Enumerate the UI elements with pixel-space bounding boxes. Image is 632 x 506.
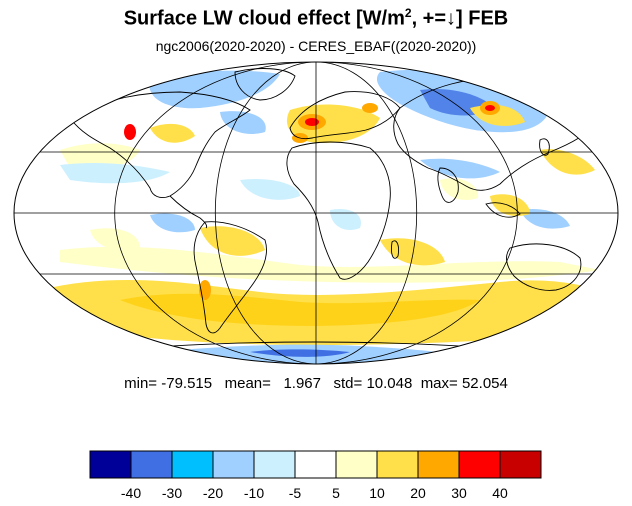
graticule [14, 62, 618, 364]
colorbar-tick-label: -10 [244, 485, 264, 501]
colorbar-swatch [376, 450, 419, 479]
colorbar-tick-label: 40 [492, 485, 508, 501]
stat-mean: 1.967 [283, 375, 321, 392]
stat-std: 10.048 [366, 375, 413, 392]
map-border [13, 61, 619, 365]
colorbar-tick-label: -5 [289, 485, 302, 501]
colorbar-swatch [499, 450, 542, 479]
colorbar-tick-label: -20 [203, 485, 223, 501]
colorbar-swatch [294, 450, 337, 479]
stat-max: 52.054 [461, 375, 508, 392]
figure-subtitle: ngc2006(2020-2020) - CERES_EBAF((2020-20… [155, 38, 477, 54]
colorbar-tick-label: 5 [332, 485, 340, 501]
colorbar-tick-label: 10 [369, 485, 385, 501]
colorbar-swatch [335, 450, 378, 479]
colorbar-swatch [253, 450, 296, 479]
colorbar-swatch [89, 450, 132, 479]
stat-min: -79.515 [161, 375, 213, 392]
colorbar-swatch [458, 450, 501, 479]
world-map [13, 61, 619, 365]
colorbar-swatch [212, 450, 255, 479]
colorbar-tick-label: 20 [410, 485, 426, 501]
colorbar-swatch [130, 450, 173, 479]
colorbar-tick-label: -30 [162, 485, 182, 501]
colorbar-swatch [171, 450, 214, 479]
colorbar-tick-label: -40 [121, 485, 141, 501]
colorbar-tick-label: 30 [451, 485, 467, 501]
colorbar-swatch [417, 450, 460, 479]
statistics-line: min= -79.515 mean= 1.967 std= 10.048 max… [124, 375, 508, 392]
figure-title: Surface LW cloud effect [W/m2, +=↓] FEB [123, 6, 509, 30]
